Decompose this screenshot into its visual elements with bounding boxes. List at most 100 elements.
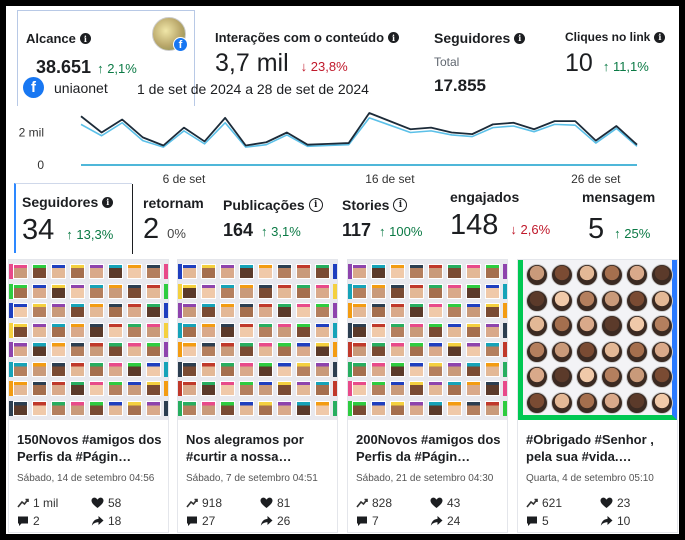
post-stat-likes: 23 xyxy=(600,496,630,510)
stories-value: 117 xyxy=(342,220,372,240)
thumb-profile-tile xyxy=(315,400,330,416)
post-stat-shares: 18 xyxy=(91,514,121,528)
thumb-profile-tile xyxy=(466,361,481,377)
metric-card-seguidores[interactable]: Seguidores i 34 ↑ 13,3% xyxy=(14,183,132,253)
thumb-band xyxy=(503,303,507,318)
thumb-avatar xyxy=(526,264,548,286)
thumb-profile-tile xyxy=(51,283,66,299)
info-icon[interactable]: i xyxy=(308,198,323,212)
post-title[interactable]: #Obrigado #Senhor , pela sua #vida.… xyxy=(526,432,654,464)
thumb-profile-tile xyxy=(352,400,367,416)
thumb-colorbars xyxy=(9,260,168,420)
thumb-profile-tile xyxy=(371,342,386,357)
thumb-profile-tile xyxy=(70,303,85,318)
thumb-profile-tile xyxy=(182,342,197,357)
thumb-band xyxy=(164,400,168,416)
thumb-profile-tile xyxy=(89,264,104,279)
thumb-profile-tile xyxy=(13,303,28,318)
engajados-value: 148 xyxy=(450,209,499,241)
post-stat-reach: 1 mil xyxy=(17,496,58,510)
thumb-profile-tile xyxy=(201,400,216,416)
thumb-band xyxy=(333,303,337,318)
reach-trend-icon xyxy=(526,497,538,509)
thumb-profile-tile xyxy=(315,322,330,338)
thumb-profile-tile xyxy=(127,342,142,357)
cliques-label-row: Cliques no link i xyxy=(565,30,666,44)
post-date: Sábado, 14 de setembro 04:56 xyxy=(17,473,155,484)
stories-change-value: 100% xyxy=(389,224,423,239)
thumb-avatar xyxy=(601,366,623,388)
thumb-profile-tile xyxy=(428,322,443,338)
thumb-profile-tile xyxy=(428,342,443,357)
comment-icon xyxy=(356,515,368,527)
info-icon[interactable]: i xyxy=(393,198,408,212)
metric-card-engajados[interactable]: engajados 148 ↓ 2,6% xyxy=(450,183,575,253)
thumb-profile-tile xyxy=(409,264,424,279)
thumb-border xyxy=(518,260,677,420)
post-card[interactable]: #Obrigado #Senhor , pela sua #vida.… Quar… xyxy=(517,259,678,533)
insights-panel: Alcance i 38.651 ↑ 2,1% f Interações com… xyxy=(6,6,679,534)
post-thumbnail[interactable] xyxy=(9,260,168,420)
series-line-1 xyxy=(80,112,638,147)
post-thumbnail[interactable] xyxy=(178,260,337,420)
metric-card-mensagem[interactable]: mensagem 5 ↑ 25% xyxy=(582,183,679,253)
thumb-profile-tile xyxy=(390,264,405,279)
thumb-profile-tile xyxy=(315,264,330,279)
post-date: Sábado, 7 de setembro 04:51 xyxy=(186,473,318,484)
thumb-band xyxy=(333,381,337,396)
post-stat-shares: 24 xyxy=(430,514,460,528)
post-stat-reach: 918 xyxy=(186,496,222,510)
page-name[interactable]: uniaonet xyxy=(54,80,108,96)
post-thumbnail[interactable] xyxy=(518,260,677,420)
reach-trend-icon xyxy=(186,497,198,509)
thumb-avatar xyxy=(551,289,573,312)
post-card[interactable]: Nos alegramos por #curtir a nossa… Sábado… xyxy=(177,259,338,533)
date-range[interactable]: 1 de set de 2024 a 28 de set de 2024 xyxy=(137,81,369,97)
post-stat-likes: 58 xyxy=(91,496,121,510)
info-icon[interactable]: i xyxy=(654,31,666,43)
metric-card-cliques[interactable]: Cliques no link i 10 ↑ 11,1% xyxy=(565,10,679,100)
thumb-profile-tile xyxy=(146,400,161,416)
reach-line-chart: 2 mil 0 6 de set 16 de set 26 de set xyxy=(19,112,638,186)
thumb-profile-tile xyxy=(220,361,235,377)
thumb-avatar xyxy=(601,315,623,337)
thumb-profile-tile xyxy=(371,264,386,279)
info-icon[interactable]: i xyxy=(79,33,91,44)
thumb-band xyxy=(164,264,168,279)
x-tick-label: 6 de set xyxy=(163,172,206,186)
retornam-value: 2 xyxy=(143,213,160,245)
info-icon[interactable]: i xyxy=(514,32,526,44)
metric-card-stories[interactable]: Stories i 117 ↑ 100% xyxy=(342,183,452,253)
thumb-profile-tile xyxy=(428,381,443,396)
post-title[interactable]: 200Novos #amigos dos Perfis da #Págin… xyxy=(356,432,501,464)
cliques-value: 10 xyxy=(565,49,593,77)
post-thumbnail[interactable] xyxy=(348,260,507,420)
thumb-band xyxy=(178,283,182,299)
thumb-profile-tile xyxy=(409,322,424,338)
post-stat-reach: 621 xyxy=(526,496,562,510)
thumb-band xyxy=(9,303,13,318)
info-icon[interactable]: i xyxy=(388,32,400,43)
thumb-avatar xyxy=(601,289,623,312)
thumb-band xyxy=(348,322,352,338)
post-title[interactable]: 150Novos #amigos dos Perfis da #Págin… xyxy=(17,432,162,464)
metric-card-alcance[interactable]: Alcance i 38.651 ↑ 2,1% f xyxy=(17,10,195,106)
mensagem-value: 5 xyxy=(588,213,605,245)
post-title[interactable]: Nos alegramos por #curtir a nossa… xyxy=(186,432,304,464)
thumb-profile-tile xyxy=(409,400,424,416)
metric-card-retornam[interactable]: retornam 2 0% xyxy=(143,183,213,253)
thumb-profile-tile xyxy=(277,361,292,377)
post-stat-shares: 10 xyxy=(600,514,630,528)
thumb-avatar xyxy=(576,264,598,286)
thumb-profile-tile xyxy=(70,400,85,416)
reach-trend-icon xyxy=(356,497,368,509)
cliques-change-value: 11,1% xyxy=(612,59,649,74)
metric-card-publicacoes[interactable]: Publicações i 164 ↑ 3,1% xyxy=(223,183,338,253)
metric-card-interacoes[interactable]: Interações com o conteúdo i 3,7 mil ↓ 23… xyxy=(215,10,405,100)
post-card[interactable]: 200Novos #amigos dos Perfis da #Págin… Sá… xyxy=(347,259,508,533)
metric-card-seguidores-total[interactable]: Seguidores i Total 17.855 xyxy=(434,10,554,100)
info-icon[interactable]: i xyxy=(102,196,114,208)
post-stat-value: 81 xyxy=(277,496,291,510)
post-card[interactable]: 150Novos #amigos dos Perfis da #Págin… Sá… xyxy=(8,259,169,533)
thumb-profile-tile xyxy=(315,381,330,396)
